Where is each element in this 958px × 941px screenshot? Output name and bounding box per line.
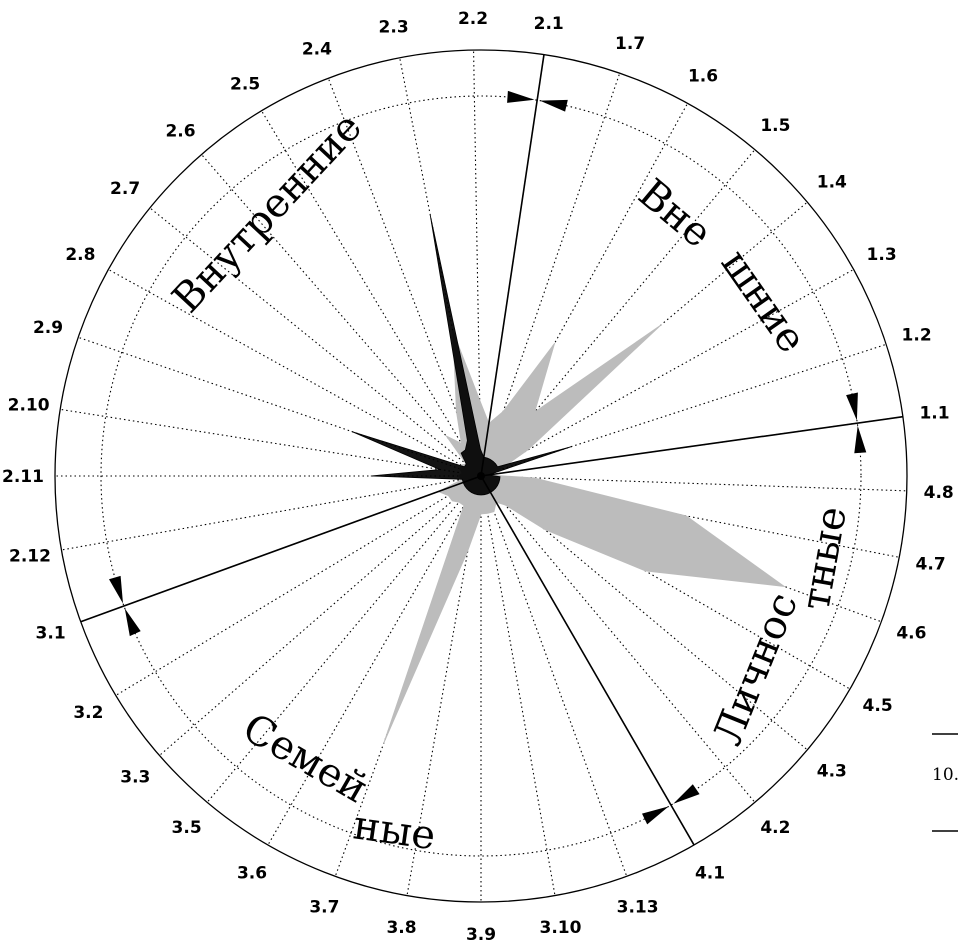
spoke-4.5 — [480, 475, 851, 690]
spoke-4.8 — [480, 475, 907, 492]
outer-circle — [54, 49, 908, 903]
spoke-1.7 — [480, 73, 621, 477]
label-layer: 1.1 1.2 1.3 1.4 1.5 1.6 1.7 2.1 2.2 2.3 2.4 2.5 2.6 2… — [2, 9, 954, 941]
spoke-2.12 — [61, 475, 482, 551]
tick-label-1.1: 1.1 — [919, 403, 949, 423]
tick-label-4.2: 4.2 — [760, 818, 790, 838]
tick-label-3.9: 3.9 — [466, 925, 496, 941]
divider-arrow-0-1 — [846, 392, 858, 421]
spoke-3.13 — [480, 475, 628, 877]
tick-label-2.2: 2.2 — [458, 9, 488, 29]
tick-label-3.10: 3.10 — [540, 918, 582, 938]
sector-divider-0 — [480, 415, 903, 477]
spoke-2.6 — [201, 154, 482, 477]
tick-label-2.6: 2.6 — [165, 121, 195, 141]
spoke-3.10 — [480, 475, 556, 896]
divider-arrow-1-1 — [507, 90, 535, 103]
margin-text: 10. — [932, 765, 958, 785]
spoke-4.3 — [480, 475, 808, 751]
sector-label-0-0: Вне — [630, 170, 721, 256]
series-1-area — [351, 214, 572, 496]
spoke-1.2 — [480, 343, 887, 477]
spoke-1.6 — [480, 103, 689, 477]
tick-label-1.4: 1.4 — [817, 173, 847, 193]
margin-decoration: 10. — [932, 733, 958, 832]
spoke-2.2 — [473, 50, 482, 477]
spoke-2.10 — [60, 408, 482, 477]
spoke-3.6 — [267, 475, 482, 846]
sector-divider-3 — [480, 475, 695, 846]
spoke-4.2 — [480, 475, 756, 803]
tick-label-4.5: 4.5 — [863, 696, 893, 716]
sector-label-0-1: шние — [712, 241, 815, 361]
spoke-3.8 — [406, 475, 482, 896]
divider-arrow-3-0 — [642, 806, 669, 825]
tick-label-2.5: 2.5 — [230, 74, 260, 94]
spoke-2.4 — [327, 78, 482, 477]
tick-label-1.2: 1.2 — [902, 326, 932, 346]
series-layer — [351, 214, 786, 744]
tick-label-3.13: 3.13 — [617, 897, 659, 917]
tick-label-4.8: 4.8 — [924, 483, 954, 503]
tick-label-4.3: 4.3 — [817, 761, 847, 781]
divider-arrow-2-1 — [124, 608, 141, 637]
divider-arrow-3-1 — [673, 784, 700, 804]
spoke-3.2 — [115, 475, 482, 696]
spoke-2.7 — [149, 207, 482, 477]
sector-divider-2 — [80, 475, 482, 623]
tick-label-3.1: 3.1 — [36, 624, 66, 644]
sector-label-3-1: тные — [793, 503, 856, 614]
tick-label-4.1: 4.1 — [695, 864, 725, 884]
series-0-area — [383, 324, 786, 744]
tick-label-1.3: 1.3 — [867, 245, 897, 265]
tick-label-2.4: 2.4 — [302, 39, 332, 59]
tick-label-4.7: 4.7 — [916, 554, 946, 574]
tick-label-3.2: 3.2 — [73, 703, 103, 723]
sector-label-2-1: ные — [351, 802, 439, 859]
divider-layer — [80, 54, 903, 846]
tick-label-2.8: 2.8 — [65, 245, 95, 265]
tick-label-2.11: 2.11 — [2, 467, 44, 487]
tick-label-4.6: 4.6 — [896, 624, 926, 644]
spoke-1.5 — [480, 149, 756, 477]
inner-dotted-circle — [100, 95, 862, 857]
sector-divider-1 — [480, 54, 545, 477]
divider-arrow-2-0 — [109, 575, 123, 604]
tick-label-2.12: 2.12 — [9, 547, 51, 567]
tick-label-3.7: 3.7 — [309, 897, 339, 917]
tick-label-2.7: 2.7 — [110, 179, 140, 199]
divider-arrow-0-0 — [854, 425, 867, 454]
tick-label-1.6: 1.6 — [688, 66, 718, 86]
sector-label-2-0: Семей — [235, 705, 376, 813]
tick-label-1.7: 1.7 — [615, 34, 645, 54]
divider-arrow-1-0 — [539, 99, 568, 112]
tick-label-3.6: 3.6 — [237, 864, 267, 884]
spoke-3.5 — [206, 475, 482, 803]
spoke-4.7 — [480, 475, 900, 558]
tick-label-2.9: 2.9 — [33, 318, 63, 338]
tick-label-1.5: 1.5 — [760, 116, 790, 136]
tick-label-3.3: 3.3 — [120, 768, 150, 788]
spoke-2.8 — [108, 268, 482, 477]
tick-label-3.5: 3.5 — [172, 818, 202, 838]
spoke-2.5 — [261, 110, 482, 477]
spoke-3.3 — [159, 475, 482, 756]
tick-label-2.3: 2.3 — [379, 17, 409, 37]
tick-label-3.8: 3.8 — [386, 918, 416, 938]
tick-label-2.1: 2.1 — [534, 14, 564, 34]
tick-label-2.10: 2.10 — [8, 395, 50, 415]
sector-label-3-0: Личнос — [705, 586, 807, 751]
spoke-2.9 — [78, 336, 482, 477]
